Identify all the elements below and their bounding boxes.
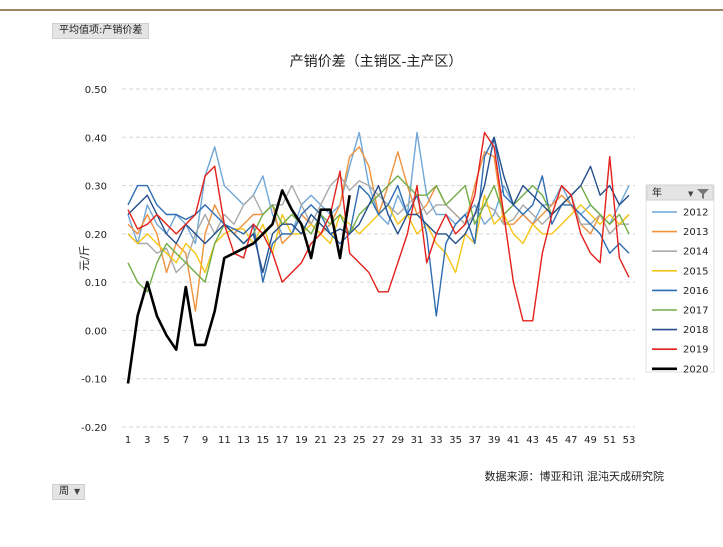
y-tick-label: 0.40 — [85, 133, 107, 144]
x-tick-label: 19 — [295, 435, 308, 446]
series-line-2017 — [127, 175, 630, 293]
series-line-2020 — [126, 189, 351, 384]
y-axis-label: 元/斤 — [78, 245, 91, 271]
series-line-2012 — [127, 131, 630, 245]
grid-lines — [122, 88, 635, 428]
x-tick-label: 51 — [603, 435, 616, 446]
series-line-2016 — [127, 136, 630, 317]
x-axis-ticks: 1 3 5 7 9 11 13 15 17 19 21 23 25 27 29 31 33 35 37 39 41 43 4… — [125, 435, 636, 446]
x-tick-label: 5 — [163, 435, 169, 446]
y-tick-label: -0.10 — [81, 375, 107, 386]
legend-title: 年 — [652, 186, 662, 199]
data-source-note: 数据来源：博亚和讯 混沌天成研究院 — [485, 469, 665, 483]
legend-label-2013: 2013 — [683, 227, 708, 238]
legend-label-2016: 2016 — [683, 286, 708, 297]
y-tick-label: -0.20 — [81, 423, 107, 434]
series-line-2013 — [127, 146, 630, 312]
legend: 年 ▼ 2012 2013 2014 2015 2016 2017 2018 2019 2020 — [645, 184, 715, 375]
series-lines — [126, 131, 630, 384]
legend-label-2014: 2014 — [683, 247, 708, 258]
week-field-label: 周 — [59, 486, 69, 497]
y-axis-ticks: 0.50 0.40 0.30 0.20 0.10 0.00 -0.10 -0.20 — [81, 85, 107, 434]
x-tick-label: 41 — [507, 435, 520, 446]
x-tick-label: 9 — [202, 435, 208, 446]
x-tick-label: 29 — [391, 435, 404, 446]
y-tick-label: 0.00 — [85, 326, 107, 337]
x-tick-label: 37 — [468, 435, 481, 446]
x-tick-label: 21 — [314, 435, 327, 446]
legend-box — [645, 184, 715, 373]
y-tick-label: 0.50 — [85, 85, 107, 96]
series-line-2019 — [127, 131, 630, 322]
x-tick-label: 13 — [237, 435, 250, 446]
x-tick-label: 47 — [565, 435, 578, 446]
x-tick-label: 17 — [276, 435, 289, 446]
x-tick-label: 31 — [411, 435, 424, 446]
x-tick-label: 45 — [546, 435, 559, 446]
x-tick-label: 43 — [526, 435, 539, 446]
x-tick-label: 25 — [353, 435, 366, 446]
legend-label-2020: 2020 — [683, 364, 708, 375]
legend-label-2018: 2018 — [683, 325, 708, 336]
legend-label-2017: 2017 — [683, 306, 708, 317]
x-tick-label: 7 — [183, 435, 189, 446]
legend-label-2012: 2012 — [683, 208, 708, 219]
x-tick-label: 23 — [334, 435, 347, 446]
legend-label-2015: 2015 — [683, 266, 708, 277]
x-tick-label: 27 — [372, 435, 385, 446]
dropdown-arrow-icon: ▼ — [688, 190, 694, 198]
x-tick-label: 11 — [218, 435, 231, 446]
x-tick-label: 35 — [449, 435, 462, 446]
legend-label-2019: 2019 — [683, 345, 708, 356]
x-tick-label: 39 — [488, 435, 501, 446]
legend-filter-button[interactable] — [646, 184, 714, 201]
x-tick-label: 33 — [430, 435, 443, 446]
x-tick-label: 15 — [257, 435, 270, 446]
filter-funnel-icon — [697, 189, 709, 199]
x-tick-label: 1 — [125, 435, 131, 446]
y-tick-label: 0.20 — [85, 230, 107, 241]
series-line-2018 — [127, 136, 630, 274]
top-rule — [0, 9, 723, 11]
value-field-button[interactable]: 平均值项:产销价差 — [52, 23, 150, 39]
chart-title: 产销价差（主销区-主产区） — [290, 54, 463, 70]
y-tick-label: 0.10 — [85, 278, 107, 289]
week-filter-button[interactable]: 周 ▼ — [52, 484, 86, 500]
x-tick-label: 3 — [144, 435, 150, 446]
y-tick-label: 0.30 — [85, 182, 107, 193]
dropdown-arrow-icon: ▼ — [74, 487, 81, 496]
x-tick-label: 53 — [623, 435, 636, 446]
x-tick-label: 49 — [584, 435, 597, 446]
